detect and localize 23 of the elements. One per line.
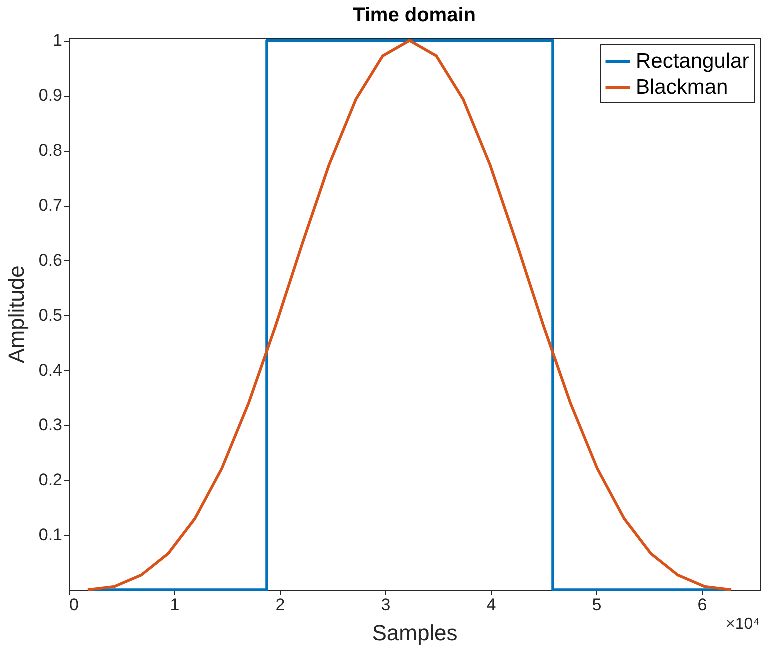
y-tick-label: 0.6 — [38, 250, 62, 270]
x-tick-label: 4 — [486, 596, 496, 614]
y-axis-title: Amplitude — [4, 266, 29, 364]
legend-label: Rectangular — [636, 50, 750, 73]
chart-title: Time domain — [353, 4, 476, 27]
x-tick-label: 1 — [170, 596, 180, 614]
x-tick-label: 5 — [592, 596, 602, 614]
y-tick-label: 0.3 — [38, 416, 62, 435]
y-tick-label: 0.7 — [38, 196, 62, 216]
y-tick-label: 0.9 — [38, 86, 62, 106]
text: ×10⁴ — [726, 616, 760, 633]
x-tick-label: 3 — [381, 596, 391, 614]
x-axis-title: Samples — [372, 620, 458, 646]
legend-label: Blackman — [636, 76, 728, 99]
y-tick-label: 0.5 — [38, 306, 62, 325]
x-tick-label: 2 — [276, 596, 286, 614]
y-tick-label: 0.8 — [38, 141, 62, 160]
x-tick-label: 0 — [70, 596, 79, 614]
y-tick-label: 1 — [53, 31, 62, 50]
y-tick-label: 0.2 — [38, 470, 62, 490]
y-tick-label: 0.1 — [38, 526, 62, 545]
y-tick-label: 0.4 — [38, 360, 62, 380]
x-tick-label: 6 — [698, 596, 708, 614]
